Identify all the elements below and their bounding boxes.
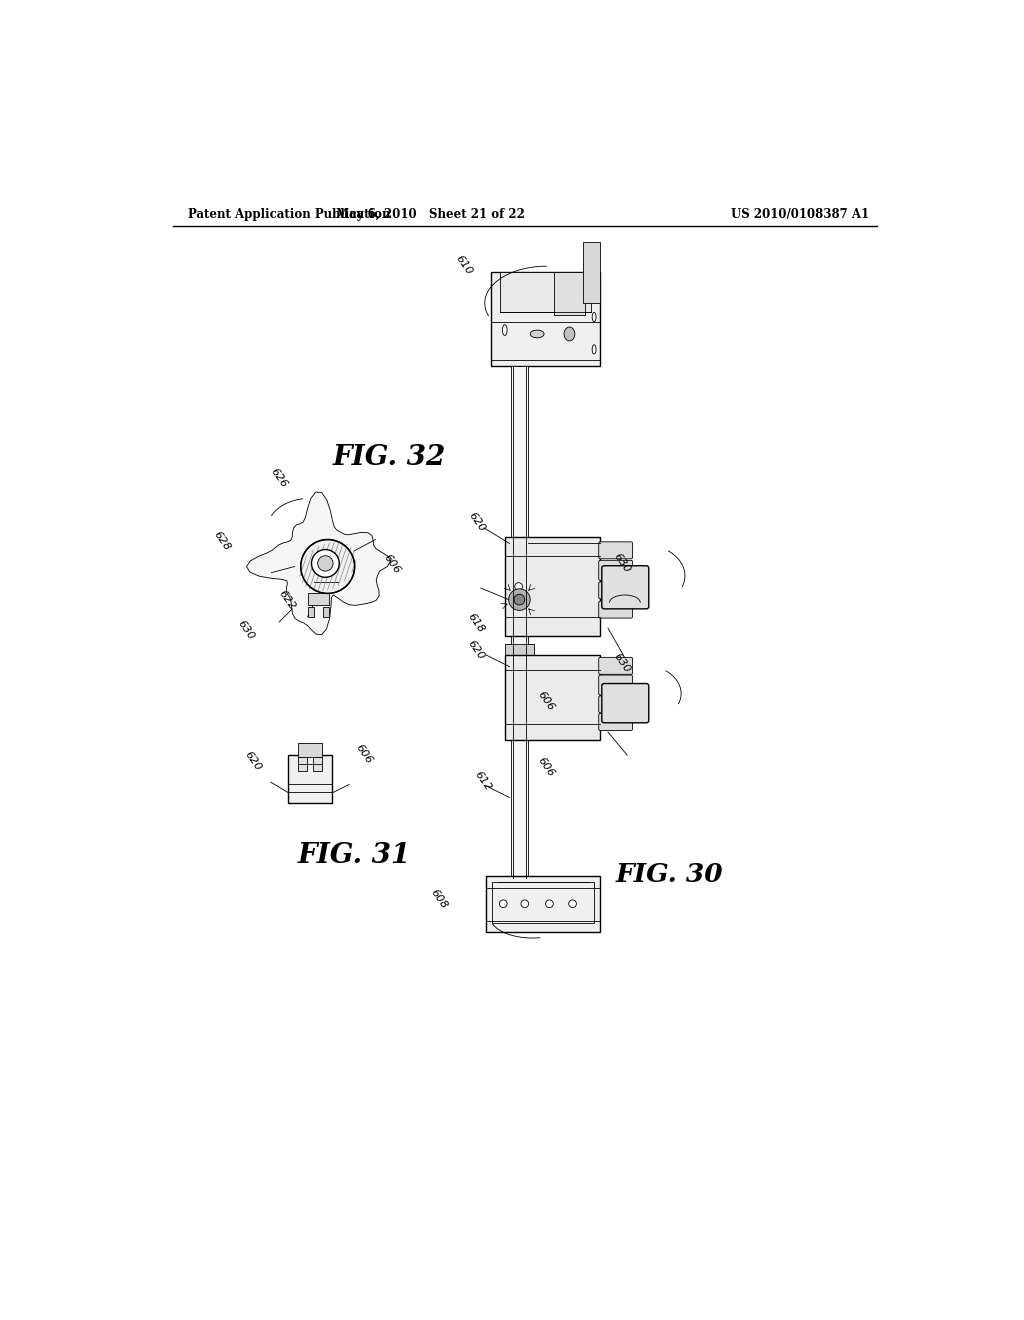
Text: 620: 620 [243,748,263,772]
Bar [490,272,600,367]
Text: 608: 608 [428,887,449,911]
Bar [505,537,600,636]
Bar [486,876,600,932]
Text: 630: 630 [611,550,632,574]
Text: 628: 628 [212,529,232,553]
Bar [288,755,333,803]
Bar [298,756,307,771]
Bar [500,272,591,313]
Text: 630: 630 [611,651,632,675]
FancyBboxPatch shape [602,684,649,723]
Circle shape [514,594,525,605]
Circle shape [317,556,333,572]
Text: 622: 622 [276,589,297,612]
Circle shape [568,900,577,908]
Circle shape [521,900,528,908]
Bar [493,882,594,923]
Text: 620: 620 [467,511,487,533]
Bar [554,272,585,314]
Bar [505,655,600,739]
Ellipse shape [564,327,574,341]
Text: 606: 606 [382,553,402,576]
Text: 610: 610 [454,253,474,276]
Text: 606: 606 [537,755,557,779]
Bar [307,607,313,616]
Ellipse shape [503,325,507,335]
FancyBboxPatch shape [599,543,633,558]
Circle shape [509,589,530,610]
Circle shape [500,900,507,908]
Ellipse shape [592,313,596,322]
Bar [323,607,330,616]
Circle shape [515,582,522,590]
Bar [505,644,535,657]
FancyBboxPatch shape [599,601,633,618]
Text: 606: 606 [354,743,375,766]
Polygon shape [247,492,391,635]
Circle shape [311,549,339,577]
FancyBboxPatch shape [599,657,633,675]
Text: May 6, 2010   Sheet 21 of 22: May 6, 2010 Sheet 21 of 22 [337,209,525,222]
Bar [511,367,528,878]
FancyBboxPatch shape [602,566,649,609]
Bar [313,545,339,587]
Ellipse shape [530,330,544,338]
Text: FIG. 32: FIG. 32 [333,444,445,471]
Bar [313,756,323,771]
Text: 618: 618 [465,612,485,635]
Bar [298,743,323,756]
Text: FIG. 30: FIG. 30 [615,862,723,887]
Ellipse shape [592,345,596,354]
Circle shape [546,900,553,908]
FancyBboxPatch shape [599,675,633,696]
FancyBboxPatch shape [599,714,633,730]
Text: FIG. 31: FIG. 31 [297,842,411,869]
Bar [584,242,600,304]
Text: 620: 620 [465,638,485,661]
FancyBboxPatch shape [599,582,633,599]
FancyBboxPatch shape [599,561,633,581]
Text: US 2010/0108387 A1: US 2010/0108387 A1 [731,209,869,222]
Text: Patent Application Publication: Patent Application Publication [188,209,391,222]
Text: 612: 612 [473,770,494,792]
Text: 626: 626 [269,466,290,490]
Text: 630: 630 [236,618,256,642]
Text: 606: 606 [537,689,557,713]
Bar [307,594,330,605]
Circle shape [301,540,354,594]
FancyBboxPatch shape [599,696,633,713]
